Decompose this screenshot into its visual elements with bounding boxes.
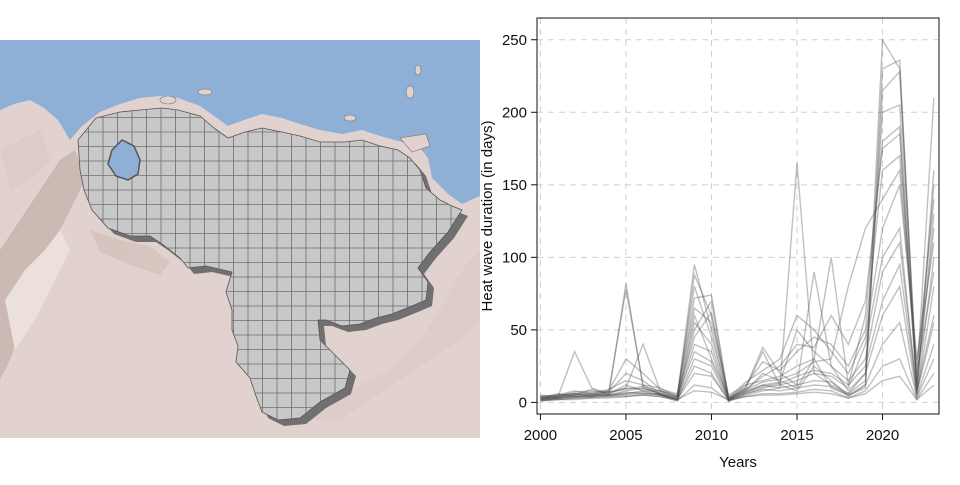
- map-panel: [0, 0, 480, 480]
- series-line: [540, 103, 935, 401]
- series-line: [540, 154, 935, 399]
- y-tick-label: 0: [519, 394, 527, 411]
- x-axis-label: Years: [719, 454, 757, 471]
- x-tick-label: 2020: [866, 427, 899, 444]
- y-axis-label: Heat wave duration (in days): [480, 121, 496, 312]
- series-line: [540, 58, 935, 401]
- series-line: [540, 240, 935, 401]
- line-chart: 2000 2005 2010 2015 2020 0 50 100 150 200 250 Yea…: [479, 17, 940, 471]
- series-line: [540, 262, 935, 402]
- chart-gridlines: [537, 18, 939, 414]
- lake: [107, 139, 141, 181]
- series-line: [540, 125, 935, 401]
- terrain-relief: [0, 130, 480, 420]
- series-line: [540, 357, 935, 402]
- region-map: [0, 40, 480, 480]
- x-tick-label: 2010: [695, 427, 728, 444]
- country-shape: [77, 107, 463, 421]
- y-tick-label: 200: [502, 104, 527, 121]
- chart-panel: 2000 2005 2010 2015 2020 0 50 100 150 200 250 Yea…: [479, 0, 960, 480]
- plot-frame: [536, 17, 940, 415]
- series-line: [540, 284, 935, 402]
- y-tick-label: 50: [510, 322, 527, 339]
- y-tick-label: 150: [502, 177, 527, 194]
- islands: [159, 64, 431, 153]
- series-line: [540, 69, 935, 401]
- series-line: [540, 375, 935, 401]
- series-line: [540, 37, 935, 399]
- x-tick-label: 2015: [780, 427, 813, 444]
- x-axis: 2000 2005 2010 2015 2020: [524, 414, 899, 444]
- x-tick-label: 2005: [609, 427, 642, 444]
- series-line: [540, 168, 935, 400]
- sea-area: [0, 40, 480, 204]
- series-line: [540, 226, 935, 402]
- x-tick-label: 2000: [524, 427, 557, 444]
- y-axis: 0 50 100 150 200 250: [502, 32, 537, 411]
- series-line: [540, 132, 935, 401]
- chart-series: [540, 37, 935, 402]
- y-tick-label: 100: [502, 249, 527, 266]
- y-tick-label: 250: [502, 32, 527, 49]
- series-line: [540, 321, 935, 401]
- series-line: [540, 184, 935, 401]
